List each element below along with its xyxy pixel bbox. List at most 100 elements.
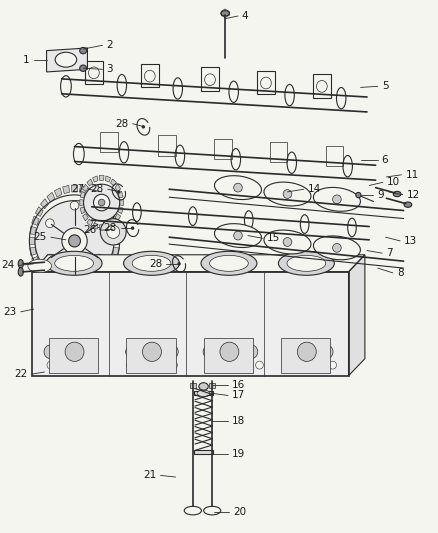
Circle shape (84, 361, 91, 369)
Text: 7: 7 (386, 248, 392, 258)
Polygon shape (92, 176, 98, 182)
Polygon shape (110, 219, 117, 226)
Polygon shape (80, 199, 84, 206)
Ellipse shape (80, 65, 87, 71)
Circle shape (256, 361, 263, 369)
Bar (190, 383, 196, 388)
Circle shape (99, 199, 105, 206)
Polygon shape (63, 185, 70, 193)
Circle shape (100, 219, 126, 245)
Circle shape (126, 345, 139, 359)
Circle shape (297, 342, 316, 361)
Ellipse shape (173, 78, 183, 99)
Circle shape (234, 183, 242, 192)
Ellipse shape (336, 87, 346, 109)
Circle shape (47, 361, 55, 369)
Polygon shape (80, 191, 85, 198)
Circle shape (46, 219, 54, 228)
Polygon shape (94, 280, 102, 289)
Text: 14: 14 (308, 184, 321, 194)
Ellipse shape (80, 47, 87, 54)
Ellipse shape (46, 252, 102, 276)
Polygon shape (30, 226, 36, 235)
Polygon shape (32, 256, 39, 266)
Ellipse shape (18, 268, 23, 276)
Polygon shape (118, 191, 123, 198)
Text: 11: 11 (405, 170, 419, 180)
Ellipse shape (287, 255, 326, 271)
Circle shape (107, 225, 120, 238)
Text: 25: 25 (34, 232, 47, 242)
Polygon shape (101, 273, 109, 283)
Ellipse shape (229, 81, 238, 102)
Polygon shape (105, 176, 111, 182)
Polygon shape (83, 184, 88, 191)
Ellipse shape (300, 215, 309, 233)
Polygon shape (120, 199, 124, 206)
Polygon shape (106, 207, 114, 216)
Polygon shape (80, 207, 85, 214)
Ellipse shape (201, 252, 257, 276)
Polygon shape (54, 188, 62, 197)
Ellipse shape (74, 143, 84, 165)
Polygon shape (80, 288, 86, 296)
Circle shape (319, 345, 333, 359)
Polygon shape (115, 214, 121, 221)
Polygon shape (110, 256, 117, 266)
Ellipse shape (204, 506, 221, 515)
Circle shape (84, 184, 120, 221)
Circle shape (141, 125, 145, 128)
Circle shape (177, 262, 181, 265)
Polygon shape (29, 237, 35, 245)
Text: 13: 13 (404, 236, 417, 246)
Polygon shape (83, 214, 88, 221)
Circle shape (234, 231, 242, 240)
Circle shape (44, 345, 58, 359)
Ellipse shape (55, 255, 93, 271)
Ellipse shape (348, 218, 356, 237)
Ellipse shape (404, 202, 412, 207)
Ellipse shape (221, 11, 230, 16)
Polygon shape (264, 182, 311, 206)
Circle shape (70, 201, 79, 210)
Ellipse shape (393, 191, 401, 197)
Ellipse shape (184, 506, 201, 515)
Bar (209, 383, 215, 388)
Circle shape (117, 190, 120, 193)
Text: 5: 5 (381, 82, 389, 91)
Circle shape (70, 272, 79, 280)
Circle shape (170, 361, 177, 369)
Text: 16: 16 (232, 380, 245, 390)
Bar (281, 338, 330, 373)
Circle shape (283, 238, 292, 246)
Text: 19: 19 (232, 449, 245, 459)
Circle shape (65, 342, 84, 361)
Text: 12: 12 (406, 190, 420, 199)
Polygon shape (215, 176, 261, 199)
Text: 2: 2 (106, 41, 113, 50)
Ellipse shape (28, 259, 52, 273)
Bar (194, 450, 213, 454)
Text: 18: 18 (232, 416, 245, 426)
Circle shape (212, 361, 220, 369)
Text: 15: 15 (266, 233, 280, 243)
Text: 21: 21 (143, 471, 157, 480)
Text: 28: 28 (91, 184, 104, 194)
Text: 24: 24 (1, 261, 15, 270)
Circle shape (203, 345, 217, 359)
Polygon shape (110, 179, 117, 186)
Polygon shape (215, 224, 261, 247)
Circle shape (62, 228, 87, 254)
Polygon shape (99, 225, 104, 230)
Ellipse shape (285, 84, 294, 106)
Text: 17: 17 (232, 391, 245, 400)
Polygon shape (87, 188, 95, 197)
Polygon shape (110, 216, 117, 225)
Ellipse shape (60, 76, 71, 97)
Text: 28: 28 (116, 119, 129, 128)
Text: 3: 3 (106, 64, 113, 74)
Polygon shape (101, 199, 109, 209)
Polygon shape (106, 265, 114, 275)
Ellipse shape (287, 152, 297, 173)
Polygon shape (113, 247, 119, 256)
